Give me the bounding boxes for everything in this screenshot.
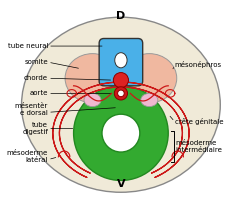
Text: tube
digestif: tube digestif — [22, 122, 48, 135]
Ellipse shape — [122, 54, 177, 103]
Circle shape — [114, 87, 128, 100]
Text: mésonéphros: mésonéphros — [175, 61, 222, 68]
Text: D: D — [116, 11, 125, 21]
Text: tube neural: tube neural — [8, 43, 48, 49]
Text: chorde: chorde — [24, 75, 48, 81]
FancyBboxPatch shape — [99, 38, 143, 86]
Ellipse shape — [115, 53, 127, 68]
Text: mésoderme
latéral: mésoderme latéral — [7, 150, 48, 163]
Ellipse shape — [141, 93, 158, 107]
Ellipse shape — [65, 54, 120, 103]
Circle shape — [113, 73, 129, 88]
Ellipse shape — [22, 17, 220, 192]
Text: crête génitale: crête génitale — [175, 118, 223, 125]
Circle shape — [118, 90, 124, 97]
Text: mésoderme
intermédiaire: mésoderme intermédiaire — [176, 140, 223, 153]
Ellipse shape — [84, 93, 101, 107]
Circle shape — [74, 86, 168, 180]
Text: V: V — [117, 179, 125, 189]
Text: aorte: aorte — [30, 90, 48, 96]
Text: somite: somite — [25, 59, 48, 65]
Text: mésentèr
e dorsal: mésentèr e dorsal — [15, 103, 48, 116]
Circle shape — [102, 114, 140, 152]
